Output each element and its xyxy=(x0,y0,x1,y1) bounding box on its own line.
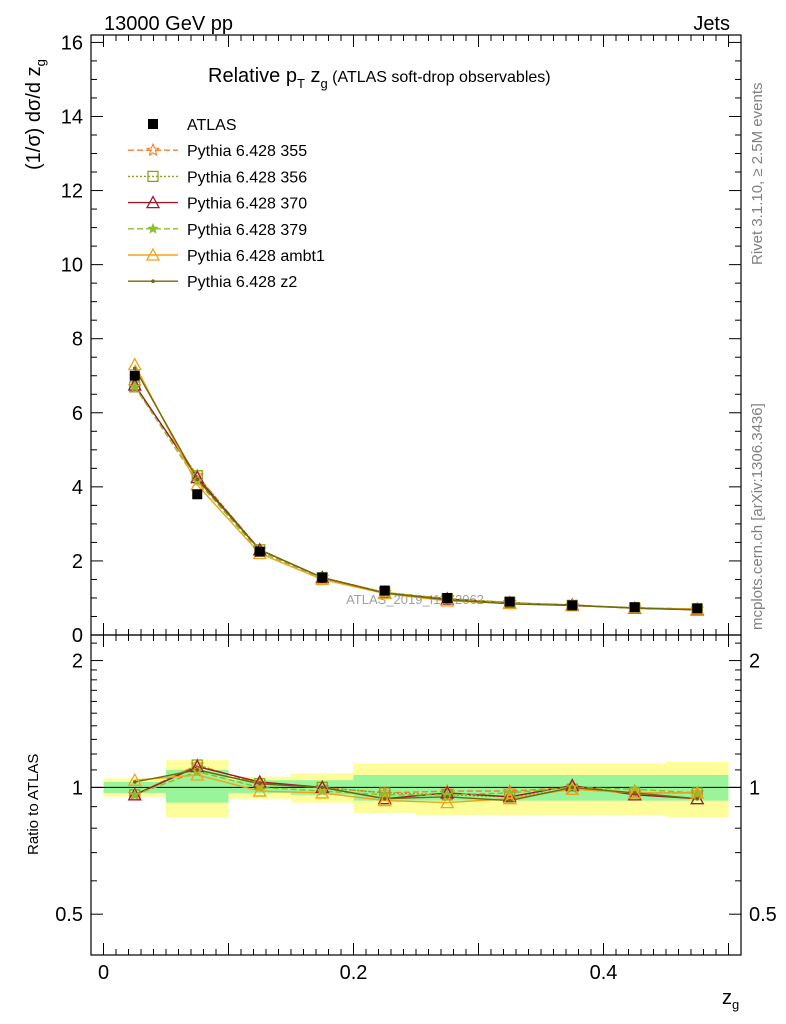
ratio-y-tick-label-left: 2 xyxy=(72,651,83,673)
series-line xyxy=(134,386,698,610)
main-y-tick-label: 12 xyxy=(61,181,83,203)
data-point-atlas xyxy=(504,596,515,607)
data-point-atlas xyxy=(317,572,328,583)
ratio-marker xyxy=(315,785,330,799)
data-point-atlas xyxy=(692,603,703,614)
main-y-tick-label: 8 xyxy=(72,329,83,351)
data-point-atlas xyxy=(379,585,390,596)
legend-label: Pythia 6.428 355 xyxy=(187,143,307,160)
header-energy: 13000 GeV pp xyxy=(104,13,233,35)
ratio-marker xyxy=(132,780,137,784)
legend-marker xyxy=(145,142,161,157)
main-y-tick-label: 0 xyxy=(72,625,83,647)
ratio-marker xyxy=(127,787,142,801)
legend-label: Pythia 6.428 370 xyxy=(187,196,307,213)
legend-marker-atlas xyxy=(148,119,158,129)
series-marker xyxy=(195,477,200,482)
series-line xyxy=(134,364,698,610)
series-line xyxy=(134,367,698,611)
data-point-atlas xyxy=(629,602,640,613)
ratio-uncertainty-bands xyxy=(91,760,741,818)
legend-marker xyxy=(145,247,161,261)
ratio-y-tick-label-right: 2 xyxy=(749,651,760,673)
header-process: Jets xyxy=(693,13,730,35)
series-line xyxy=(134,386,698,610)
y-axis-label-main: (1/σ) dσ/d zg xyxy=(23,59,48,170)
legend-marker xyxy=(147,222,159,234)
y-axis-label-ratio: Ratio to ATLAS xyxy=(25,754,42,855)
data-point-atlas xyxy=(192,489,203,500)
ratio-marker xyxy=(627,785,642,799)
ratio-marker xyxy=(195,768,200,772)
ratio-marker xyxy=(440,795,455,809)
ratio-y-tick-label-right: 0.5 xyxy=(749,904,777,926)
legend: ATLAS Pythia 6.428 355 Pythia 6.428 356 Pyt… xyxy=(128,117,325,291)
series-line xyxy=(134,386,698,610)
main-y-tick-label: 14 xyxy=(61,106,83,128)
legend-marker xyxy=(151,279,155,284)
mcplots-label: mcplots.cern.ch [arXiv:1306.3436] xyxy=(749,403,766,630)
plot-title: Relative pT zg (ATLAS soft-drop observab… xyxy=(208,65,551,91)
ratio-marker xyxy=(627,787,642,801)
ratio-series-lines xyxy=(134,764,698,804)
ratio-marker xyxy=(690,785,705,799)
ratio-marker xyxy=(320,785,325,790)
legend-marker xyxy=(145,195,161,209)
series-marker xyxy=(127,377,142,391)
ratio-y-tick-label-left: 0.5 xyxy=(55,904,83,926)
legend-label: Pythia 6.428 z2 xyxy=(187,274,297,291)
ratio-marker xyxy=(257,781,262,786)
x-tick-label: 0.4 xyxy=(590,962,618,984)
data-markers xyxy=(127,357,705,809)
data-point-atlas xyxy=(254,546,265,557)
ratio-line xyxy=(134,769,698,802)
series-marker xyxy=(129,380,141,392)
legend-label-atlas: ATLAS xyxy=(187,117,237,134)
x-axis-label: zg xyxy=(722,987,739,1012)
data-point-atlas xyxy=(129,370,140,381)
ratio-marker xyxy=(691,787,703,798)
ratio-marker xyxy=(129,788,141,800)
legend-marker xyxy=(147,170,159,183)
data-point-atlas xyxy=(567,600,578,611)
x-tick-label: 0 xyxy=(98,962,109,984)
main-y-tick-label: 10 xyxy=(61,255,83,277)
ratio-marker xyxy=(507,798,512,803)
ratio-marker xyxy=(632,791,637,795)
ratio-marker xyxy=(565,778,580,792)
ratio-marker xyxy=(316,785,328,796)
data-point-atlas xyxy=(442,592,453,603)
ratio-marker xyxy=(190,767,205,781)
main-y-tick-label: 6 xyxy=(72,403,83,425)
legend-label: Pythia 6.428 379 xyxy=(187,222,307,239)
ratio-y-tick-label-right: 1 xyxy=(749,777,760,799)
main-y-tick-label: 16 xyxy=(61,32,83,54)
ratio-marker xyxy=(570,785,575,790)
ratio-marker xyxy=(565,781,580,795)
legend-label: Pythia 6.428 ambt1 xyxy=(187,248,325,265)
rivet-label: Rivet 3.1.10, ≥ 2.5M events xyxy=(749,83,766,266)
series-line xyxy=(134,384,698,611)
ratio-marker xyxy=(377,793,392,807)
ratio-marker xyxy=(445,794,450,799)
ratio-marker xyxy=(502,791,517,805)
ratio-line xyxy=(134,774,698,804)
ratio-y-tick-label-left: 1 xyxy=(72,777,83,799)
main-series-lines xyxy=(134,364,698,611)
series-marker xyxy=(132,366,137,371)
ratio-marker xyxy=(252,783,267,797)
legend-label: Pythia 6.428 356 xyxy=(187,169,307,186)
ratio-marker xyxy=(627,785,642,799)
main-y-tick-label: 2 xyxy=(72,551,83,573)
ratio-marker xyxy=(695,796,700,801)
ratio-marker xyxy=(127,772,142,786)
main-y-tick-label: 4 xyxy=(72,477,83,499)
ratio-marker xyxy=(382,796,387,801)
x-tick-label: 0.2 xyxy=(340,962,368,984)
